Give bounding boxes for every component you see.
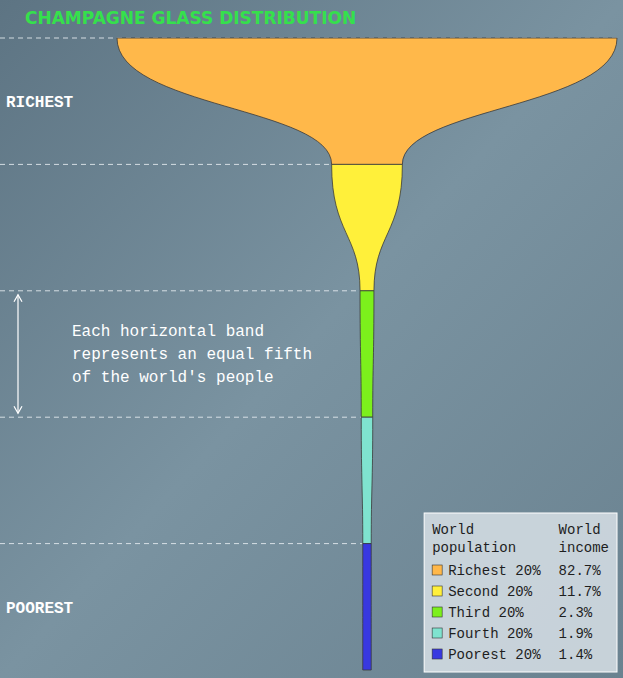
- bottom-label: POOREST: [6, 600, 74, 618]
- legend-category: Richest 20%: [448, 563, 541, 579]
- band-boundary: [0, 290, 367, 291]
- legend-value: 1.4%: [559, 647, 593, 663]
- legend-value: 2.3%: [559, 605, 593, 621]
- annotation-line: represents an equal fifth: [72, 346, 312, 364]
- glass-band: [361, 417, 372, 543]
- band-boundary: [0, 164, 367, 165]
- legend-category: Second 20%: [448, 584, 533, 600]
- chart: CHAMPAGNE GLASS DISTRIBUTION RICHEST POORE…: [0, 0, 623, 678]
- annotation-line: of the world's people: [72, 369, 274, 387]
- arrow-head: [14, 295, 22, 302]
- legend: World population World income Richest 20% 82.…: [424, 513, 617, 672]
- legend-swatch: [432, 649, 442, 659]
- top-label: RICHEST: [6, 94, 74, 112]
- annotation-arrow: [17, 295, 18, 413]
- legend-box: [424, 513, 617, 672]
- legend-category: Third 20%: [448, 605, 524, 621]
- legend-category: Poorest 20%: [448, 647, 541, 663]
- legend-value: 82.7%: [559, 563, 602, 579]
- glass-band: [363, 544, 371, 670]
- title: CHAMPAGNE GLASS DISTRIBUTION: [25, 8, 356, 28]
- band-boundary: [0, 543, 367, 544]
- glass-band: [360, 291, 374, 417]
- legend-value: 11.7%: [559, 584, 602, 600]
- legend-header: World income: [559, 522, 609, 556]
- legend-swatch: [432, 586, 442, 596]
- legend-swatch: [432, 607, 442, 617]
- annotation-line: Each horizontal band: [72, 323, 264, 341]
- band-boundary: [0, 417, 367, 418]
- legend-header: World population: [432, 522, 516, 556]
- legend-header-line: population: [432, 540, 516, 556]
- glass-band: [332, 164, 403, 290]
- legend-swatch: [432, 565, 442, 575]
- legend-value: 1.9%: [559, 626, 593, 642]
- legend-category: Fourth 20%: [448, 626, 533, 642]
- legend-header-line: income: [559, 540, 609, 556]
- arrow-head: [14, 406, 22, 413]
- annotation: Each horizontal band represents an equal …: [72, 323, 312, 387]
- legend-header-line: World: [559, 522, 601, 538]
- glass-band: [117, 38, 617, 164]
- legend-header-line: World: [432, 522, 474, 538]
- legend-swatch: [432, 628, 442, 638]
- background: [0, 0, 623, 678]
